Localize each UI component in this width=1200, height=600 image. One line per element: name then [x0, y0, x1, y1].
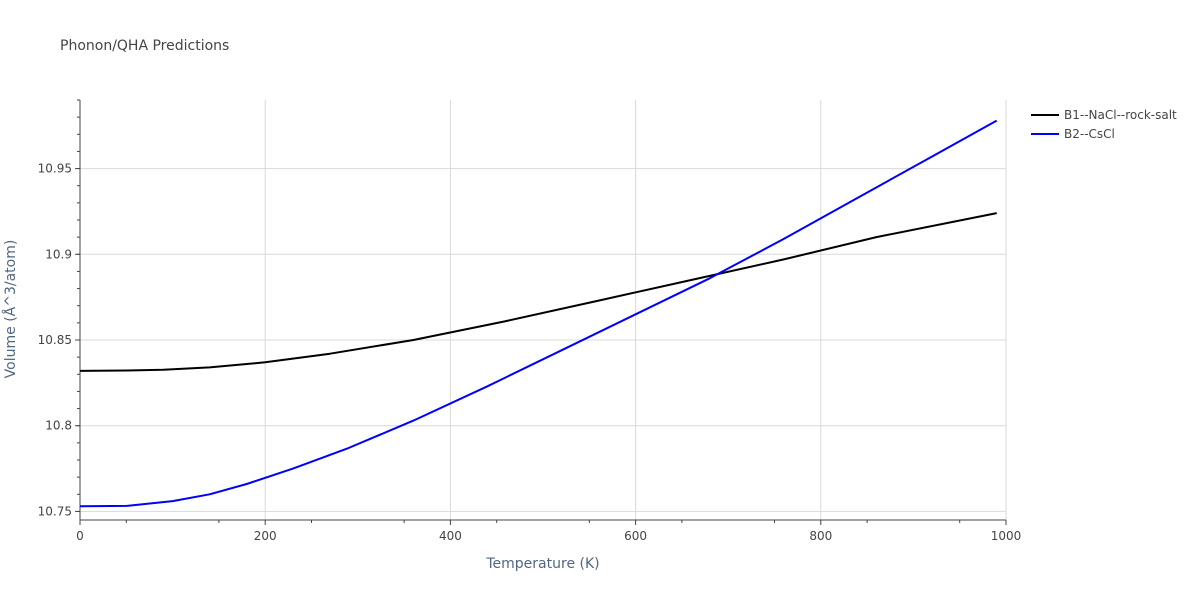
x-axis-title: Temperature (K) — [485, 556, 599, 572]
grid — [80, 100, 1007, 520]
x-tick-label: 0 — [76, 529, 84, 543]
series-line-b2-cscl — [79, 119, 998, 508]
x-tick-label: 1000 — [991, 529, 1022, 543]
y-axis-title: Volume (Å^3/atom) — [2, 240, 19, 379]
tick-labels: 0 200 400 600 800 1000 10.75 10.8 10.85 10.9 10.95 — [38, 162, 1022, 543]
y-tick-label: 10.9 — [45, 247, 72, 261]
legend-item[interactable]: B1--NaCl--rock-salt — [1031, 108, 1177, 122]
x-tick-label: 200 — [254, 529, 277, 543]
y-tick-label: 10.75 — [38, 504, 72, 518]
y-tick-label: 10.95 — [38, 162, 72, 176]
x-tick-label: 600 — [624, 529, 647, 543]
x-tick-label: 400 — [439, 529, 462, 543]
axes — [75, 99, 1007, 525]
legend-label: B1--NaCl--rock-salt — [1064, 108, 1177, 122]
y-tick-label: 10.85 — [38, 333, 72, 347]
x-tick-label: 800 — [809, 529, 832, 543]
chart-title: Phonon/QHA Predictions — [60, 38, 229, 54]
legend[interactable]: B1--NaCl--rock-salt B2--CsCl — [1031, 108, 1177, 141]
series-line-b1-nacl-rock-salt — [79, 212, 997, 372]
plot-area — [79, 119, 998, 508]
y-tick-label: 10.8 — [45, 419, 72, 433]
legend-label: B2--CsCl — [1064, 127, 1115, 141]
legend-item[interactable]: B2--CsCl — [1031, 127, 1115, 141]
